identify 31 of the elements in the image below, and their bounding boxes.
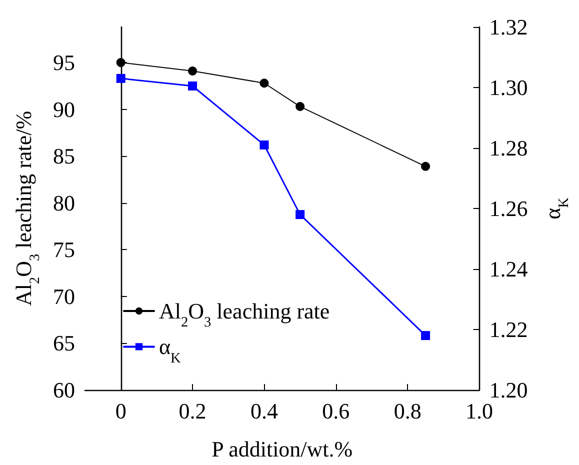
point [188, 81, 198, 90]
y-tick-label: 70 [53, 284, 75, 309]
y2-tick-label: 1.28 [489, 136, 528, 160]
x-tick-label: 0.8 [394, 398, 422, 424]
point [296, 210, 305, 220]
y-tick-label: 65 [53, 330, 75, 356]
y-axis-title: Al2O3 leaching rate/% [10, 110, 44, 306]
y-tick-label: 80 [53, 190, 75, 216]
y-tick-label: 85 [53, 144, 75, 169]
y-tick-label: 90 [53, 96, 75, 122]
y-tick-label: 60 [53, 378, 75, 402]
point [260, 140, 269, 150]
point [421, 162, 430, 171]
x-axis-title: P addition/wt.% [212, 436, 353, 462]
x-tick-label: 0.2 [178, 398, 206, 424]
y2-tick-label: 1.26 [489, 196, 528, 221]
point [260, 78, 269, 88]
y2-tick-label: 1.32 [489, 14, 528, 40]
point [116, 74, 126, 83]
y2-tick-label: 1.24 [489, 256, 528, 282]
point [421, 331, 430, 340]
y-tick-label: 95 [53, 50, 75, 76]
y-tick-label: 75 [53, 237, 75, 262]
y2-tick-label: 1.22 [489, 317, 528, 342]
x-tick-label: 0 [115, 398, 126, 424]
point [296, 102, 305, 112]
x-tick-label: 0.6 [322, 398, 350, 424]
y2-tick-label: 1.30 [489, 75, 528, 100]
y2-axis-title: αK [540, 196, 572, 220]
x-tick-label: 0.4 [250, 398, 278, 424]
point [188, 66, 198, 76]
